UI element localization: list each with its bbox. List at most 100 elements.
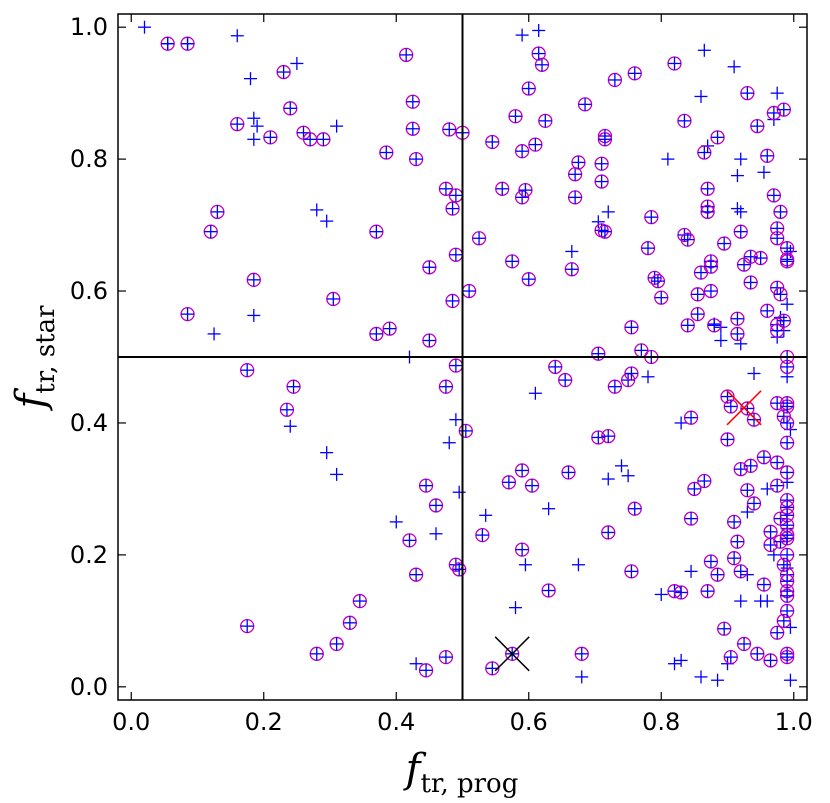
circled-point bbox=[624, 564, 639, 579]
circled-point bbox=[766, 188, 782, 203]
circled-point bbox=[445, 293, 460, 309]
plus-point bbox=[730, 202, 744, 216]
x-axis-label-sub: tr, prog bbox=[420, 769, 518, 799]
circled-point bbox=[750, 118, 765, 134]
circled-point bbox=[717, 236, 732, 251]
plus-point bbox=[684, 564, 698, 578]
plus-point bbox=[734, 205, 748, 219]
circled-point bbox=[302, 132, 318, 147]
plus-point bbox=[250, 119, 264, 133]
plus-point bbox=[668, 657, 681, 671]
plus-point bbox=[244, 72, 257, 86]
circled-point bbox=[717, 621, 732, 636]
circled-point bbox=[597, 132, 613, 147]
x-tick-label: 0.2 bbox=[245, 708, 283, 736]
x-axis-label: ftr, prog bbox=[403, 746, 519, 799]
plus-point bbox=[283, 419, 297, 433]
x-tick-label: 1.0 bbox=[775, 708, 813, 736]
plus-point bbox=[330, 467, 344, 481]
plus-point bbox=[389, 515, 403, 529]
circled-point bbox=[461, 283, 477, 299]
circled-point bbox=[422, 333, 437, 348]
circled-point bbox=[422, 260, 437, 275]
plus-point bbox=[674, 416, 688, 430]
circled-point bbox=[640, 241, 656, 256]
circled-point bbox=[743, 458, 758, 473]
circled-point bbox=[650, 273, 666, 289]
circled-point bbox=[634, 343, 649, 358]
plus-point bbox=[320, 214, 334, 228]
circled-point bbox=[246, 272, 261, 287]
plus-point bbox=[138, 20, 151, 34]
circled-point bbox=[561, 465, 576, 480]
circled-point bbox=[418, 663, 434, 678]
circled-point bbox=[743, 275, 758, 290]
circled-point bbox=[591, 346, 606, 361]
circled-point bbox=[697, 473, 712, 489]
plus-point bbox=[694, 89, 708, 103]
circled-point bbox=[779, 415, 795, 431]
circled-point bbox=[505, 254, 520, 269]
circled-point bbox=[763, 524, 778, 539]
circled-point bbox=[779, 359, 795, 375]
highlight-black-x-marker bbox=[494, 636, 530, 672]
circled-point bbox=[703, 554, 719, 569]
circled-point bbox=[352, 593, 367, 609]
circled-point bbox=[760, 148, 775, 163]
circled-point bbox=[601, 429, 616, 444]
circled-point bbox=[770, 323, 785, 338]
circled-point bbox=[683, 410, 699, 425]
circled-point bbox=[779, 649, 795, 665]
circled-point bbox=[408, 151, 424, 167]
plus-point bbox=[442, 436, 456, 450]
plus-point bbox=[783, 673, 797, 687]
circled-point bbox=[514, 463, 530, 478]
circled-point bbox=[548, 359, 563, 375]
circled-point bbox=[597, 224, 613, 239]
circled-point bbox=[514, 190, 530, 205]
y-tick-label: 1.0 bbox=[70, 13, 108, 41]
circled-point bbox=[644, 210, 659, 225]
circled-point bbox=[524, 478, 540, 493]
circled-point bbox=[369, 326, 384, 342]
circled-point bbox=[567, 190, 583, 205]
circled-point bbox=[438, 649, 454, 665]
circled-point bbox=[369, 224, 384, 239]
circled-point bbox=[538, 113, 553, 129]
circled-point bbox=[730, 534, 745, 549]
plus-point bbox=[479, 508, 493, 522]
circled-point bbox=[736, 636, 752, 652]
circled-point bbox=[571, 155, 586, 170]
circled-point bbox=[316, 132, 331, 147]
plus-point bbox=[601, 205, 615, 219]
plus-point bbox=[621, 469, 635, 483]
plus-point bbox=[694, 670, 708, 684]
circled-point bbox=[240, 618, 255, 634]
circled-point bbox=[770, 231, 785, 246]
circled-point bbox=[607, 379, 623, 394]
circled-point bbox=[399, 47, 414, 63]
plus-point bbox=[760, 594, 774, 608]
circled-point bbox=[779, 531, 795, 546]
circled-point bbox=[707, 318, 722, 333]
circled-point bbox=[438, 181, 454, 196]
circled-point bbox=[677, 113, 692, 129]
circled-point bbox=[240, 363, 255, 378]
plus-point bbox=[247, 308, 261, 322]
plus-point bbox=[330, 119, 344, 133]
circled-point bbox=[746, 496, 762, 511]
plus-point bbox=[515, 28, 529, 42]
circled-point bbox=[279, 402, 295, 417]
y-tick-label: 0.4 bbox=[70, 409, 108, 437]
circled-point bbox=[624, 366, 639, 381]
plus-point bbox=[674, 653, 688, 667]
circled-point bbox=[567, 167, 583, 182]
circled-point bbox=[667, 56, 682, 71]
circled-point bbox=[779, 465, 795, 480]
circled-point bbox=[723, 399, 738, 414]
circled-point bbox=[263, 130, 278, 145]
circled-point bbox=[448, 247, 464, 262]
circled-point bbox=[746, 412, 762, 427]
plus-point bbox=[320, 446, 334, 460]
